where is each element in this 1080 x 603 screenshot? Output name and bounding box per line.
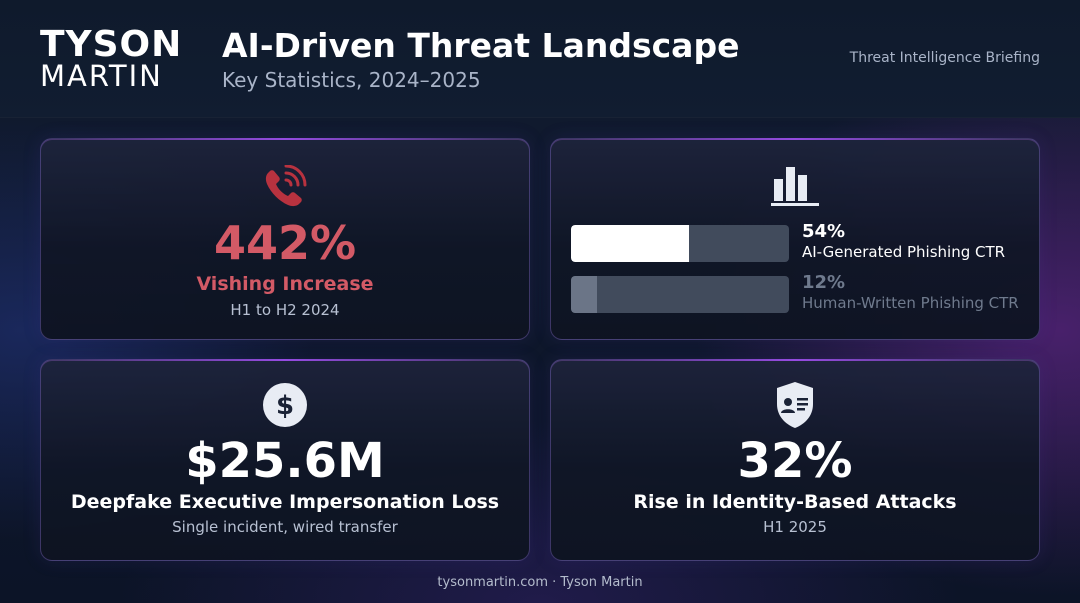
svg-text:$: $ <box>276 391 294 421</box>
deepfake-value: $25.6M <box>185 433 385 489</box>
ai-phishing-value: 54% <box>802 221 846 242</box>
human-phishing-bar-track <box>571 276 789 313</box>
human-phishing-value: 12% <box>802 272 846 293</box>
human-phishing-bar-fill <box>571 276 598 313</box>
page-subtitle: Key Statistics, 2024–2025 <box>222 68 481 92</box>
ai-phishing-label: AI-Generated Phishing CTR <box>802 243 1006 261</box>
bar-chart-icon <box>771 163 819 211</box>
identity-sublabel: H1 2025 <box>763 518 827 536</box>
briefing-label: Threat Intelligence Briefing <box>849 50 1040 66</box>
dollar-icon: $ <box>262 382 308 432</box>
deepfake-sublabel: Single incident, wired transfer <box>172 518 398 536</box>
logo-bottom: MARTIN <box>40 59 163 93</box>
identity-card: 32% Rise in Identity-Based Attacks H1 20… <box>550 359 1040 561</box>
deepfake-label: Deepfake Executive Impersonation Loss <box>70 491 500 513</box>
phishing-card: 54% AI-Generated Phishing CTR 12% Human-… <box>550 138 1040 340</box>
vishing-card: 442% Vishing Increase H1 to H2 2024 <box>40 138 530 340</box>
page-title: AI-Driven Threat Landscape <box>222 26 740 65</box>
logo-top: TYSON <box>40 24 183 65</box>
ai-phishing-bar-track <box>571 225 789 262</box>
footer: tysonmartin.com · Tyson Martin <box>437 575 643 590</box>
deepfake-card: $ $25.6M Deepfake Executive Impersonatio… <box>40 359 530 561</box>
ai-phishing-bar-fill <box>571 225 689 262</box>
human-phishing-row: 12% Human-Written Phishing CTR <box>571 272 1021 316</box>
human-phishing-label: Human-Written Phishing CTR <box>802 294 1019 312</box>
identity-label: Rise in Identity-Based Attacks <box>633 491 957 513</box>
vishing-sublabel: H1 to H2 2024 <box>230 301 340 319</box>
vishing-label: Vishing Increase <box>196 273 374 295</box>
logo: TYSON MARTIN <box>40 24 183 93</box>
vishing-value: 442% <box>213 216 357 270</box>
shield-id-icon <box>773 380 817 434</box>
header: TYSON MARTIN AI-Driven Threat Landscape … <box>0 0 1080 118</box>
phone-signal-icon <box>258 164 312 215</box>
ai-phishing-row: 54% AI-Generated Phishing CTR <box>571 221 1021 265</box>
identity-value: 32% <box>737 433 853 489</box>
